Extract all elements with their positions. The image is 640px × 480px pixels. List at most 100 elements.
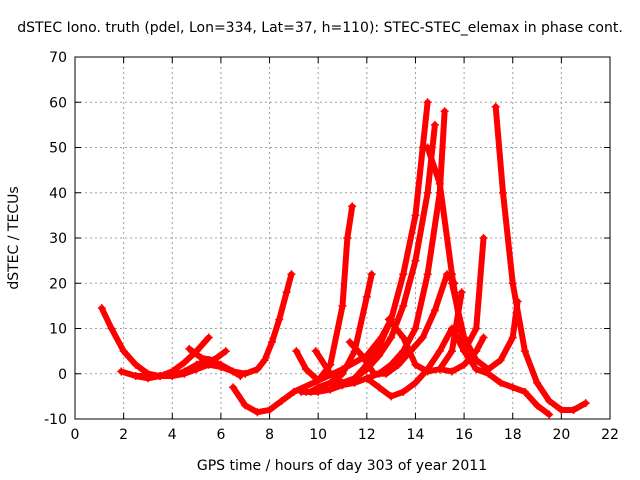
data-point xyxy=(282,288,291,297)
data-point xyxy=(345,338,354,347)
data-point xyxy=(496,356,505,365)
data-point xyxy=(440,107,449,116)
x-axis-label: GPS time / hours of day 303 of year 2011 xyxy=(197,458,487,474)
data-point xyxy=(338,381,347,390)
y-tick-label: 20 xyxy=(49,276,67,292)
data-point xyxy=(311,347,320,356)
y-tick-label: 10 xyxy=(49,322,67,338)
data-point xyxy=(97,304,106,313)
data-point xyxy=(508,383,517,392)
series-6 xyxy=(292,202,357,385)
plot-frame xyxy=(74,56,611,420)
y-tick-label: 30 xyxy=(49,231,67,247)
data-point xyxy=(430,120,439,129)
data-point xyxy=(292,347,301,356)
data-point xyxy=(348,202,357,211)
x-tick-label: 20 xyxy=(552,427,570,443)
data-point xyxy=(302,365,311,374)
data-point xyxy=(399,387,408,396)
x-tick-label: 14 xyxy=(407,427,425,443)
data-point xyxy=(399,270,408,279)
y-tick-label: 70 xyxy=(49,50,67,66)
series-3 xyxy=(131,270,296,381)
series-trace xyxy=(346,271,458,377)
x-tick-label: 18 xyxy=(504,427,522,443)
data-point xyxy=(374,383,383,392)
data-point xyxy=(472,356,481,365)
data-series xyxy=(97,98,590,419)
data-point xyxy=(357,351,366,360)
data-point xyxy=(131,372,140,381)
data-point xyxy=(418,333,427,342)
data-point xyxy=(382,369,391,378)
data-point xyxy=(362,292,371,301)
data-point xyxy=(241,401,250,410)
data-point xyxy=(314,387,323,396)
data-point xyxy=(119,347,128,356)
x-tick-label: 8 xyxy=(265,427,274,443)
x-tick-label: 16 xyxy=(455,427,473,443)
data-point xyxy=(326,369,335,378)
x-tick-label: 2 xyxy=(119,427,128,443)
data-point xyxy=(229,367,238,376)
data-point xyxy=(472,324,481,333)
data-point xyxy=(423,367,432,376)
y-tick-label: 0 xyxy=(58,367,67,383)
data-point xyxy=(533,401,542,410)
data-point xyxy=(435,179,444,188)
x-tick-label: 12 xyxy=(358,427,376,443)
data-point xyxy=(447,270,456,279)
data-point xyxy=(484,365,493,374)
y-tick-label: 50 xyxy=(49,141,67,157)
x-tick-label: 6 xyxy=(216,427,225,443)
data-point xyxy=(204,333,213,342)
series-trace xyxy=(293,203,356,384)
data-point xyxy=(326,378,335,387)
data-point xyxy=(435,347,444,356)
data-point xyxy=(289,387,298,396)
data-point xyxy=(447,279,456,288)
data-point xyxy=(302,387,311,396)
data-point xyxy=(131,360,140,369)
series-4 xyxy=(185,344,230,365)
data-point xyxy=(557,405,566,414)
data-point xyxy=(508,333,517,342)
data-point xyxy=(411,256,420,265)
data-point xyxy=(267,338,276,347)
data-point xyxy=(479,234,488,242)
data-point xyxy=(216,362,225,371)
data-point xyxy=(472,365,481,374)
data-point xyxy=(156,372,165,381)
data-point xyxy=(209,356,218,365)
chart-title: dSTEC Iono. truth (pdel, Lon=334, Lat=37… xyxy=(17,20,623,36)
data-point xyxy=(399,347,408,356)
data-point xyxy=(496,378,505,387)
data-point xyxy=(435,365,444,374)
data-point xyxy=(581,399,590,408)
x-tick-label: 4 xyxy=(168,427,177,443)
data-point xyxy=(350,378,359,387)
data-point xyxy=(411,378,420,387)
data-point xyxy=(423,143,432,152)
data-point xyxy=(423,98,432,107)
data-point xyxy=(180,369,189,378)
data-point xyxy=(338,301,347,310)
data-point xyxy=(387,333,396,342)
data-point xyxy=(241,369,250,378)
data-point xyxy=(520,387,529,396)
series-trace xyxy=(492,103,589,413)
data-point xyxy=(221,347,230,356)
data-point xyxy=(384,315,393,324)
data-point xyxy=(411,211,420,220)
data-point xyxy=(253,408,262,417)
x-tick-label: 0 xyxy=(71,427,80,443)
data-point xyxy=(460,347,469,356)
data-point xyxy=(197,353,206,362)
data-point xyxy=(545,396,554,405)
data-point xyxy=(362,374,371,383)
data-point xyxy=(180,358,189,367)
data-point xyxy=(508,279,517,288)
x-tick-label: 22 xyxy=(601,427,619,443)
